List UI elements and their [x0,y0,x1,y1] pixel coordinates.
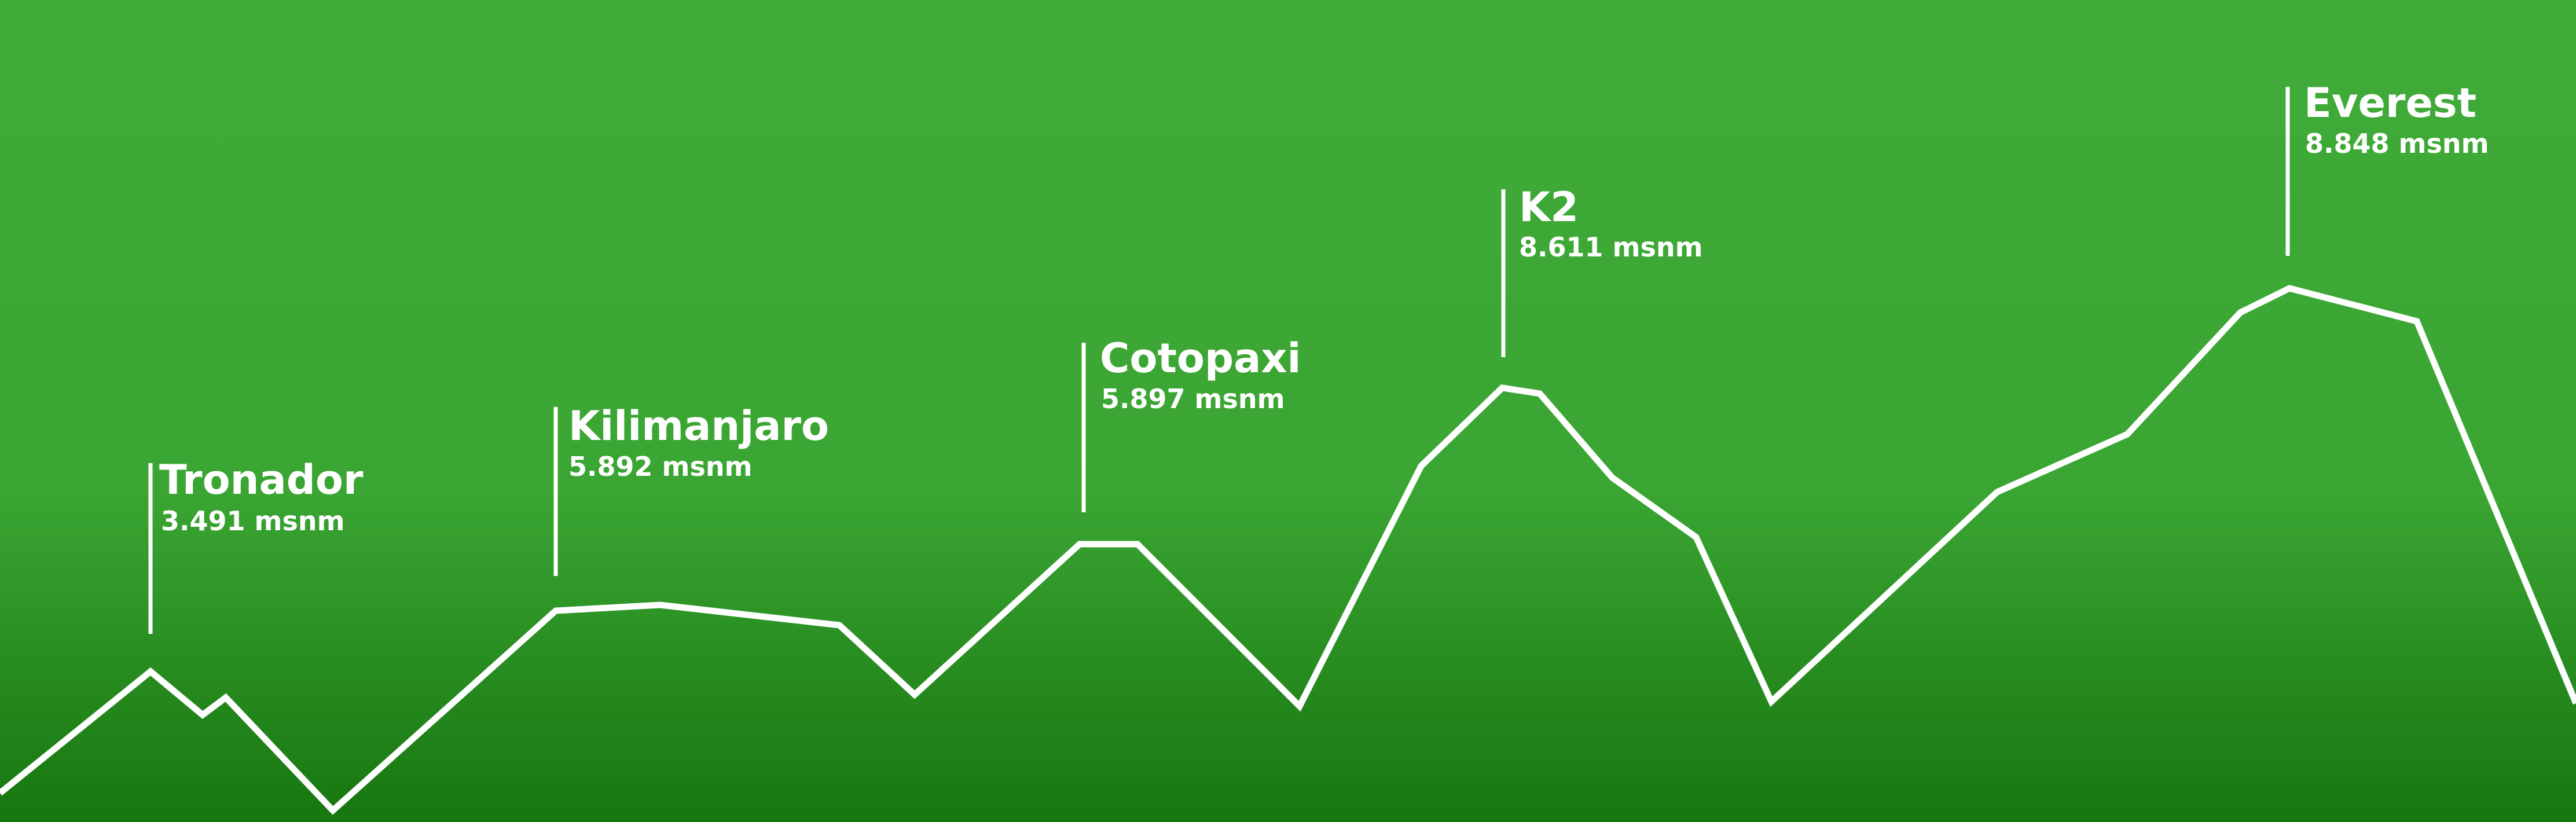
peak-name: Everest [2304,79,2476,127]
peak-cotopaxi: Cotopaxi 5.897 msnm [1081,335,1301,512]
peak-altitude: 5.897 msnm [1101,383,1285,414]
peak-everest: Everest 8.848 msnm [2285,79,2489,256]
peak-altitude: 3.491 msnm [161,505,345,537]
mountain-ridge-line [0,285,2576,815]
peak-tronador: Tronador 3.491 msnm [148,456,364,634]
peak-altitude: 8.611 msnm [1519,232,1703,263]
peak-name: Tronador [159,456,364,504]
peak-altitude: 5.892 msnm [568,451,753,482]
peak-altitude: 8.848 msnm [2305,128,2489,159]
peak-k2: K2 8.611 msnm [1501,184,1703,357]
peak-name: Kilimanjaro [568,402,829,450]
peak-name: Cotopaxi [1100,335,1301,382]
peak-name: K2 [1519,184,1579,231]
peak-kilimanjaro: Kilimanjaro 5.892 msnm [553,402,829,576]
